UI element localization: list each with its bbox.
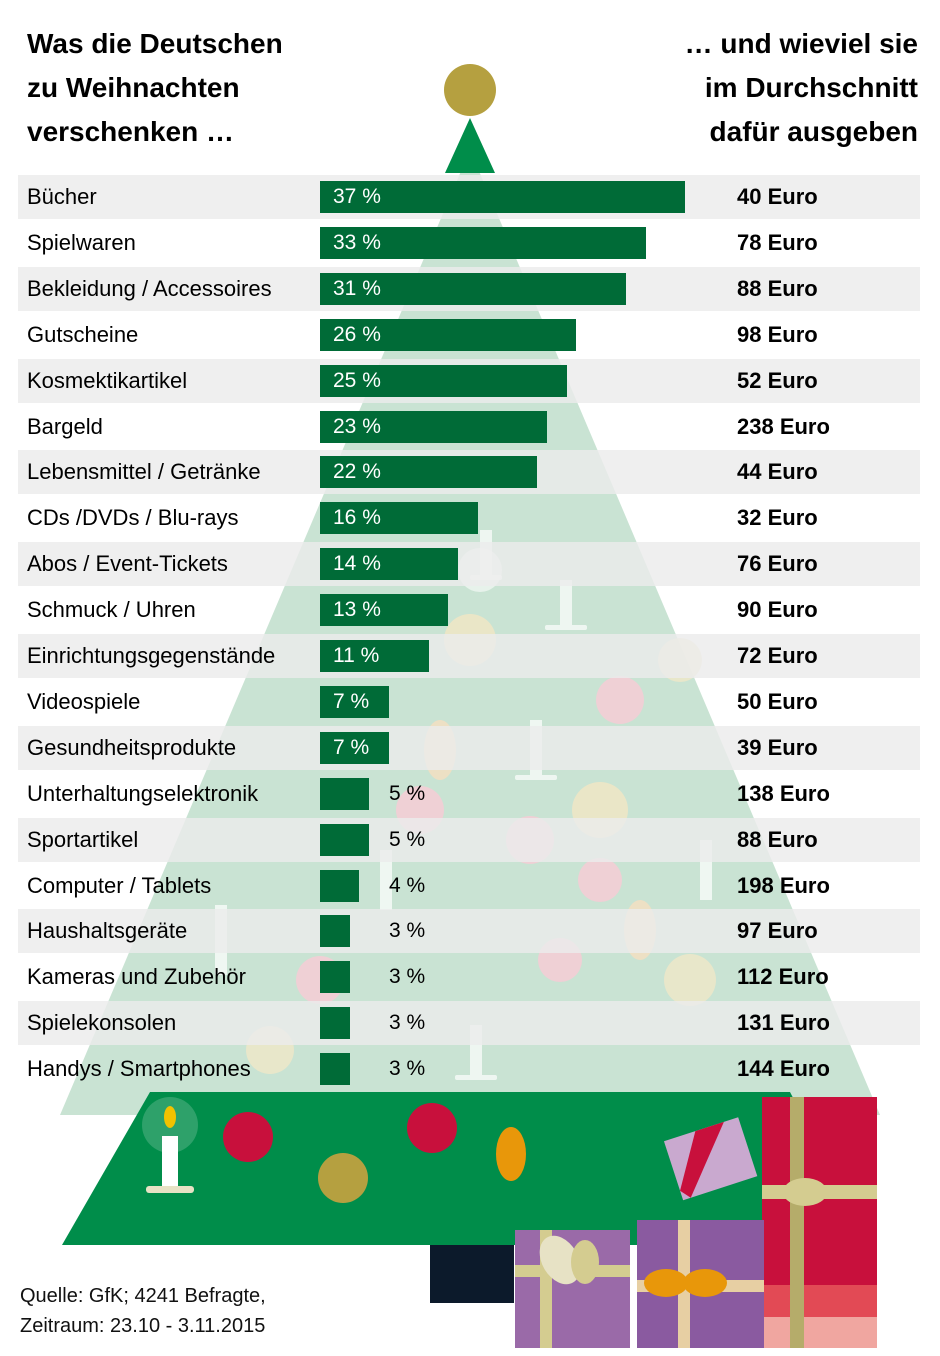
category-label: CDs /DVDs / Blu-rays <box>27 505 239 531</box>
bar-chart: Bücher 37 % 40 Euro Spielwaren 33 % 78 Euro Be… <box>18 175 920 1086</box>
percentage-label: 25 % <box>333 368 381 392</box>
percentage-label: 3 % <box>389 1057 426 1081</box>
euro-amount-label: 131 Euro <box>737 1010 830 1036</box>
percentage-label: 5 % <box>389 781 426 805</box>
category-label: Spielwaren <box>27 229 136 255</box>
percentage-label: 3 % <box>389 965 426 989</box>
percentage-label: 7 % <box>333 735 370 759</box>
category-label: Gesundheitsprodukte <box>27 734 237 760</box>
percentage-label: 26 % <box>333 322 381 346</box>
tree-trunk <box>430 1245 514 1303</box>
source-note: Quelle: GfK; 4241 Befragte, Zeitraum: 23… <box>20 1285 266 1337</box>
euro-amount-label: 88 Euro <box>737 826 818 852</box>
percentage-bar <box>320 731 390 764</box>
percentage-bar <box>320 181 685 213</box>
category-label: Schmuck / Uhren <box>27 597 196 623</box>
category-label: Unterhaltungselektronik <box>27 780 259 806</box>
title-right: … und wieviel sie im Durchschnitt dafür … <box>684 28 918 147</box>
row-background <box>18 542 920 587</box>
percentage-label: 23 % <box>333 414 381 438</box>
category-label: Bekleidung / Accessoires <box>27 275 272 301</box>
category-label: Bargeld <box>27 413 103 439</box>
category-label: Einrichtungsgegenstände <box>27 643 276 668</box>
euro-amount-label: 32 Euro <box>737 505 818 531</box>
percentage-bar <box>320 548 459 581</box>
tree-tip <box>445 118 495 173</box>
euro-amount-label: 50 Euro <box>737 688 818 714</box>
percentage-bar <box>320 1053 350 1086</box>
percentage-bar <box>320 777 370 810</box>
percentage-label: 7 % <box>333 689 370 713</box>
euro-amount-label: 76 Euro <box>737 551 818 577</box>
percentage-bar <box>320 456 538 489</box>
row-background <box>18 817 920 862</box>
percentage-bar <box>320 1007 350 1040</box>
euro-amount-label: 238 Euro <box>737 413 830 439</box>
category-label: Gutscheine <box>27 321 139 347</box>
percentage-bar <box>320 318 577 351</box>
percentage-label: 37 % <box>333 185 381 208</box>
percentage-bar <box>320 594 449 627</box>
euro-amount-label: 72 Euro <box>737 643 818 668</box>
percentage-bar <box>320 364 567 397</box>
percentage-bar <box>320 410 547 443</box>
percentage-label: 14 % <box>333 552 381 576</box>
category-label: Lebensmittel / Getränke <box>27 459 261 485</box>
percentage-label: 3 % <box>389 1011 426 1035</box>
category-label: Kameras und Zubehör <box>27 964 246 990</box>
euro-amount-label: 78 Euro <box>737 229 818 255</box>
percentage-bar <box>320 915 350 948</box>
percentage-label: 13 % <box>333 598 381 622</box>
percentage-bar <box>320 502 478 535</box>
percentage-label: 16 % <box>333 506 381 530</box>
row-background <box>18 1001 920 1046</box>
euro-amount-label: 97 Euro <box>737 918 818 944</box>
row-background <box>18 634 920 678</box>
category-label: Abos / Event-Tickets <box>27 551 228 577</box>
category-label: Kosmektikartikel <box>27 367 188 393</box>
euro-amount-label: 144 Euro <box>737 1056 830 1082</box>
percentage-bar <box>320 823 370 856</box>
category-label: Spielekonsolen <box>27 1010 177 1036</box>
category-label: Computer / Tablets <box>27 872 212 898</box>
percentage-label: 5 % <box>389 827 426 851</box>
percentage-label: 4 % <box>389 873 426 897</box>
euro-amount-label: 39 Euro <box>737 734 818 760</box>
euro-amount-label: 40 Euro <box>737 184 818 209</box>
percentage-label: 11 % <box>333 644 380 667</box>
category-label: Bücher <box>27 184 97 209</box>
euro-amount-label: 138 Euro <box>737 780 830 806</box>
percentage-bar <box>320 640 429 672</box>
percentage-bar <box>320 869 360 902</box>
row-background <box>18 725 920 770</box>
tree-top-ornament <box>444 64 496 116</box>
percentage-bar <box>320 272 626 305</box>
category-label: Haushaltsgeräte <box>27 918 188 944</box>
category-label: Sportartikel <box>27 826 139 852</box>
title-left: Was die Deutschen zu Weihnachten versche… <box>27 28 283 147</box>
row-background <box>18 909 920 954</box>
gift-boxes <box>515 1097 877 1348</box>
euro-amount-label: 90 Euro <box>737 597 818 623</box>
euro-amount-label: 112 Euro <box>737 964 829 990</box>
percentage-label: 33 % <box>333 230 381 254</box>
percentage-bar <box>320 961 350 994</box>
percentage-label: 22 % <box>333 460 381 484</box>
euro-amount-label: 198 Euro <box>737 872 830 898</box>
percentage-bar <box>320 685 390 718</box>
euro-amount-label: 44 Euro <box>737 459 818 485</box>
euro-amount-label: 52 Euro <box>737 367 818 393</box>
percentage-label: 3 % <box>389 919 426 943</box>
category-label: Videospiele <box>27 688 141 714</box>
category-label: Handys / Smartphones <box>27 1056 251 1082</box>
percentage-bar <box>320 226 646 259</box>
percentage-label: 31 % <box>333 276 381 300</box>
euro-amount-label: 88 Euro <box>737 275 818 301</box>
euro-amount-label: 98 Euro <box>737 321 818 347</box>
